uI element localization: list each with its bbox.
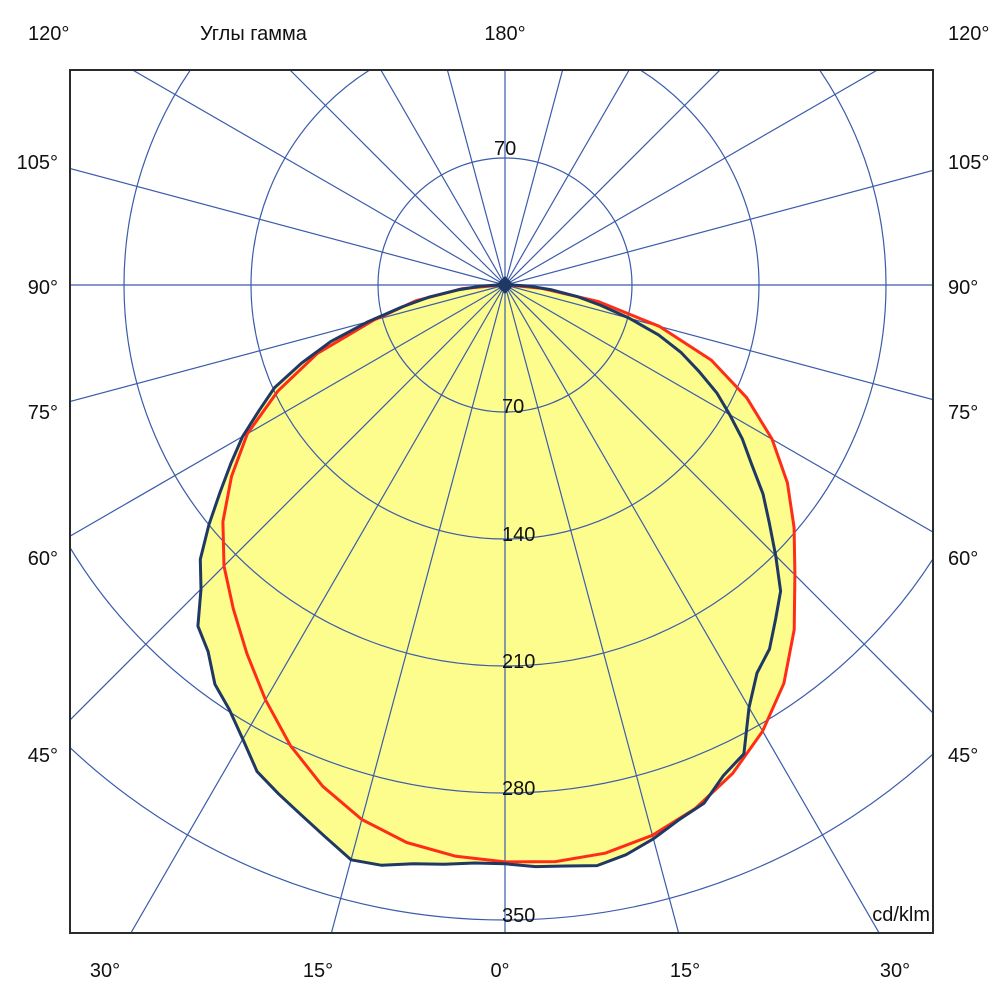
right-axis-label: 60°	[948, 548, 978, 570]
polar-grid-ray	[504, 70, 879, 286]
c0-c180-curve	[196, 283, 783, 869]
polar-grid-ray	[70, 284, 506, 537]
polar-grid-ray	[380, 70, 506, 286]
polar-grid-ray	[289, 70, 506, 286]
left-axis-label: 75°	[28, 402, 58, 424]
gamma-angles-title: Углы гамма	[200, 23, 308, 45]
pole-marker	[496, 276, 514, 294]
polar-grid-ray	[131, 70, 506, 286]
polar-grid-ray	[504, 284, 933, 714]
corner-label-top-left: 120°	[28, 23, 69, 45]
left-axis-label: 60°	[28, 548, 58, 570]
polar-grid-ray	[504, 284, 933, 533]
polar-grid-ray	[504, 70, 721, 286]
polar-grid-ray	[70, 284, 506, 403]
left-axis-label: 45°	[28, 745, 58, 767]
polar-grid-ray	[70, 284, 506, 721]
polar-grid-ray	[504, 70, 630, 286]
bottom-axis-label: 15°	[303, 960, 333, 982]
polar-grid-ray	[504, 169, 933, 286]
corner-label-top-right: 120°	[948, 23, 989, 45]
radial-grid-label: 70	[502, 396, 524, 418]
radial-grid-label: 280	[502, 778, 535, 800]
intensity-fill	[222, 285, 795, 862]
polar-grid-ray	[504, 284, 680, 933]
right-axis-label: 90°	[948, 277, 978, 299]
polar-grid-ray	[130, 284, 506, 933]
top-center-gamma-label: 180°	[484, 23, 525, 45]
polar-grid-ray	[504, 284, 880, 933]
polar-grid-ray	[504, 284, 933, 401]
polar-grid-ray	[446, 70, 506, 286]
polar-grid-ray	[330, 284, 506, 933]
c90-c270-curve	[221, 283, 797, 864]
polar-grid-ray	[504, 70, 564, 286]
plot-border	[69, 69, 934, 934]
bottom-axis-label: 30°	[880, 960, 910, 982]
bottom-axis-label: 15°	[670, 960, 700, 982]
left-axis-label: 90°	[28, 277, 58, 299]
left-axis-label: 105°	[17, 152, 58, 174]
right-axis-label: 75°	[948, 402, 978, 424]
right-axis-label: 105°	[948, 152, 989, 174]
radial-grid-label: 210	[502, 651, 535, 673]
radial-grid-label: 140	[502, 524, 535, 546]
bottom-axis-label: 0°	[490, 960, 509, 982]
right-axis-label: 45°	[948, 745, 978, 767]
radial-grid-label: 70	[494, 138, 516, 160]
radial-grid-label: 350	[502, 905, 535, 927]
bottom-axis-label: 30°	[90, 960, 120, 982]
polar-grid-ray	[70, 167, 506, 286]
unit-label: cd/klm	[872, 904, 930, 926]
